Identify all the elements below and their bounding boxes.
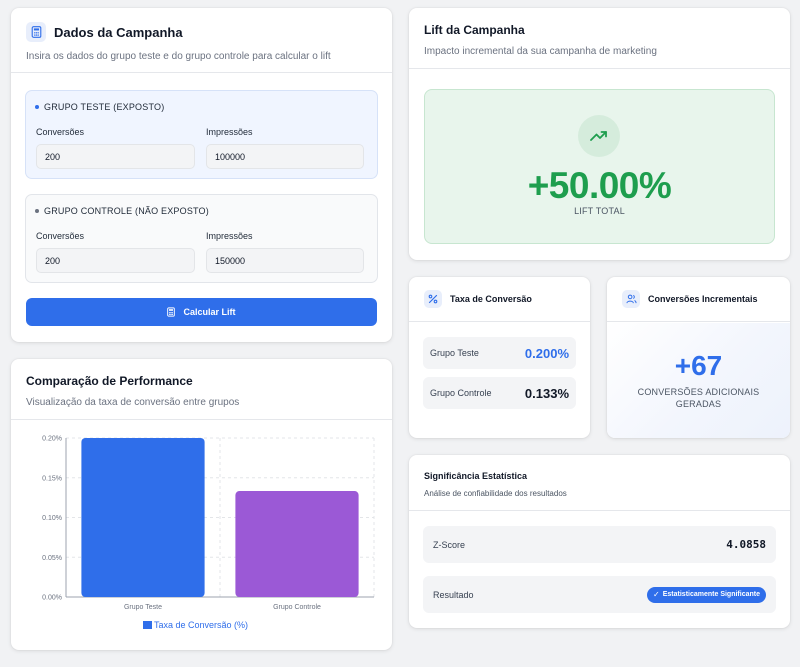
campaign-data-header: Dados da Campanha Insira os dados do gru… <box>11 8 392 73</box>
performance-subtitle: Visualização da taxa de conversão entre … <box>26 397 240 408</box>
test-group-dot-icon <box>35 105 39 109</box>
check-icon: ✓ <box>653 590 660 599</box>
control-impressions-label: Impressões <box>206 231 253 241</box>
legend-swatch <box>143 621 152 629</box>
control-group-title: GRUPO CONTROLE (NÃO EXPOSTO) <box>35 206 209 216</box>
incremental-value: +67 <box>674 350 723 381</box>
conversion-test-value: 0.200% <box>524 345 569 361</box>
incremental-header: Conversões Incrementais <box>607 277 790 322</box>
calculate-lift-label: Calcular Lift <box>183 307 236 317</box>
incremental-label-line1: CONVERSÕES ADICIONAIS <box>637 387 760 397</box>
trending-up-icon <box>578 115 620 157</box>
result-row: Resultado ✓ Estatisticamente Significant… <box>423 576 776 613</box>
conversion-test-row: Grupo Teste 0.200% <box>423 337 576 369</box>
significance-card: Significância Estatística Análise de con… <box>409 455 790 628</box>
calculator-button-icon <box>167 307 176 317</box>
test-group-title: GRUPO TESTE (EXPOSTO) <box>35 102 164 112</box>
incremental-card: Conversões Incrementais +67 CONVERSÕES A… <box>607 277 790 438</box>
conversion-rate-header: Taxa de Conversão <box>409 277 590 322</box>
lift-value: +50.00% <box>527 165 672 206</box>
campaign-data-subtitle: Insira os dados do grupo teste e do grup… <box>26 51 331 62</box>
lift-card: Lift da Campanha Impacto incremental da … <box>409 8 790 260</box>
y-tick-label: 0.15% <box>42 475 62 482</box>
test-conversions-input[interactable]: 200 <box>36 144 195 169</box>
control-impressions-input[interactable]: 150000 <box>206 248 364 273</box>
significance-badge: ✓ Estatisticamente Significante <box>647 586 766 603</box>
zscore-label: Z-Score <box>433 539 466 550</box>
bar-grupo-controle <box>235 491 359 597</box>
test-impressions-label: Impressões <box>206 127 253 137</box>
conversion-control-label: Grupo Controle <box>430 388 492 398</box>
users-icon <box>622 290 640 308</box>
test-impressions-input[interactable]: 100000 <box>206 144 364 169</box>
x-tick-label: Grupo Controle <box>273 604 321 611</box>
lift-result-panel: +50.00% LIFT TOTAL <box>424 89 775 244</box>
calculator-icon <box>26 22 46 42</box>
conversion-rate-title: Taxa de Conversão <box>450 294 532 304</box>
incremental-label-line2: GERADAS <box>675 399 722 409</box>
test-group-panel: GRUPO TESTE (EXPOSTO) Conversões Impress… <box>25 90 378 179</box>
y-tick-label: 0.10% <box>42 515 62 522</box>
performance-header: Comparação de Performance Visualização d… <box>11 359 392 420</box>
lift-subtitle: Impacto incremental da sua campanha de m… <box>424 46 657 57</box>
performance-card: Comparação de Performance Visualização d… <box>11 359 392 650</box>
significance-header: Significância Estatística Análise de con… <box>409 455 790 511</box>
percent-icon <box>424 290 442 308</box>
significance-badge-label: Estatisticamente Significante <box>662 591 760 598</box>
conversion-test-label: Grupo Teste <box>430 348 479 358</box>
control-conversions-label: Conversões <box>36 231 85 241</box>
legend-label: Taxa de Conversão (%) <box>154 620 248 630</box>
incremental-body: +67 CONVERSÕES ADICIONAIS GERADAS <box>607 323 790 438</box>
bar-grupo-teste <box>81 438 205 597</box>
performance-title: Comparação de Performance <box>26 374 193 388</box>
campaign-data-card: Dados da Campanha Insira os dados do gru… <box>11 8 392 342</box>
conversion-control-value: 0.133% <box>524 385 569 401</box>
zscore-value: 4.0858 <box>726 538 766 551</box>
y-tick-label: 0.00% <box>42 595 62 602</box>
y-tick-label: 0.20% <box>42 436 62 443</box>
lift-title: Lift da Campanha <box>424 23 525 37</box>
lift-header: Lift da Campanha Impacto incremental da … <box>409 8 790 69</box>
campaign-data-title: Dados da Campanha <box>54 24 183 40</box>
control-group-dot-icon <box>35 209 39 213</box>
significance-subtitle: Análise de confiabilidade dos resultados <box>424 489 567 498</box>
performance-bar-chart: 0.00% 0.05% 0.10% 0.15% 0.20% Grupo Teste Grup… <box>42 436 375 630</box>
control-conversions-input[interactable]: 200 <box>36 248 195 273</box>
lift-label: LIFT TOTAL <box>574 206 625 216</box>
zscore-row: Z-Score 4.0858 <box>423 526 776 563</box>
result-label: Resultado <box>433 589 474 600</box>
x-tick-label: Grupo Teste <box>124 604 162 611</box>
calculate-lift-button[interactable]: Calcular Lift <box>26 298 377 326</box>
conversion-control-row: Grupo Controle 0.133% <box>423 377 576 409</box>
y-tick-label: 0.05% <box>42 555 62 562</box>
conversion-rate-card: Taxa de Conversão Grupo Teste 0.200% Gru… <box>409 277 590 438</box>
control-group-panel: GRUPO CONTROLE (NÃO EXPOSTO) Conversões … <box>25 194 378 283</box>
significance-title: Significância Estatística <box>424 471 528 481</box>
incremental-title: Conversões Incrementais <box>648 294 758 304</box>
test-conversions-label: Conversões <box>36 127 85 137</box>
